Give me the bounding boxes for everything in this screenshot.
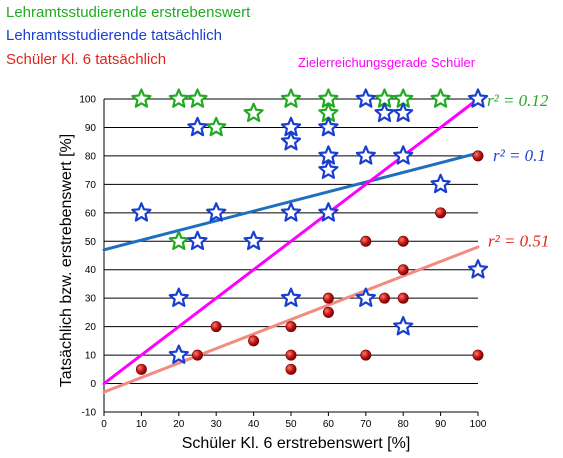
red-dot-point xyxy=(397,292,409,304)
y-tick-label: 20 xyxy=(85,322,97,333)
green-star-point xyxy=(168,230,189,251)
blue-star-point xyxy=(467,88,489,108)
red-dot-point xyxy=(285,363,297,375)
blue-star-point xyxy=(355,145,376,165)
y-tick-label: 60 xyxy=(85,208,97,219)
x-tick-label: 70 xyxy=(360,419,372,430)
x-tick-label: 20 xyxy=(173,419,185,430)
annotation-zielerreichungsgerade: Zielerreichungsgerade Schüler xyxy=(298,55,476,70)
blue-star-point xyxy=(168,344,189,364)
y-tick-label: 70 xyxy=(85,180,97,191)
blue-star-point xyxy=(318,202,339,222)
red-dot-point xyxy=(472,150,484,162)
y-tick-label: 10 xyxy=(85,351,97,362)
blue-star-point xyxy=(243,230,264,251)
blue-star-point xyxy=(131,202,152,222)
red-dot-point xyxy=(285,321,297,333)
blue-trend-line xyxy=(102,151,480,252)
blue-star-point xyxy=(393,316,414,336)
y-tick-label: 30 xyxy=(85,294,97,305)
green-star-point xyxy=(280,88,302,108)
x-tick-label: 30 xyxy=(211,419,223,430)
data-points xyxy=(131,88,489,375)
blue-star-point xyxy=(374,102,395,123)
red-dot-point xyxy=(435,207,447,219)
y-tick-label: 50 xyxy=(85,237,97,248)
red-trend-line xyxy=(102,245,480,394)
green-star-point xyxy=(131,88,152,108)
zielerreichungsgerade-line xyxy=(102,97,480,386)
red-dot-point xyxy=(378,292,390,304)
blue-star-point xyxy=(280,131,302,151)
x-tick-label: 90 xyxy=(435,419,447,430)
x-tick-label: 0 xyxy=(101,419,107,430)
blue-star-point xyxy=(318,116,339,137)
red-dot-point xyxy=(322,306,334,318)
blue-star-point xyxy=(355,88,376,108)
red-dot-point xyxy=(397,235,409,247)
legend-entry-red: Schüler Kl. 6 tatsächlich xyxy=(6,51,167,68)
x-tick-label: 40 xyxy=(248,419,260,430)
blue-star-point xyxy=(318,159,339,179)
x-tick-label: 50 xyxy=(285,419,297,430)
red-dot-point xyxy=(360,235,372,247)
green-star-point xyxy=(168,88,189,108)
blue-star-point xyxy=(280,287,302,307)
blue-star-point xyxy=(467,259,489,279)
red-dot-point xyxy=(192,349,204,361)
y-tick-label: -10 xyxy=(82,408,97,419)
x-tick-label: 80 xyxy=(398,419,410,430)
blue-star-point xyxy=(168,287,189,307)
trend-lines xyxy=(102,97,480,394)
green-star-point xyxy=(187,88,208,108)
legend-entry-blue: Lehramtsstudierende tatsächlich xyxy=(6,27,222,44)
red-dot-point xyxy=(210,321,222,333)
blue-star-point xyxy=(355,287,376,307)
axis-labels: -10 0 10 20 30 40 50 60 70 80 90 100 0 10 20 30 40 50 60 70… xyxy=(58,91,549,452)
green-star-point xyxy=(206,116,227,137)
r2-label: r² = 0.1 xyxy=(493,146,546,165)
blue-star-point xyxy=(187,116,208,137)
blue-star-point xyxy=(393,102,414,123)
r2-label: r² = 0.12 xyxy=(487,91,549,110)
red-dot-point xyxy=(360,349,372,361)
y-tick-label: 40 xyxy=(85,265,97,276)
x-tick-label: 60 xyxy=(323,419,335,430)
blue-star-point xyxy=(393,145,414,165)
x-tick-label: 10 xyxy=(136,419,148,430)
x-tick-label: 100 xyxy=(470,419,487,430)
green-star-point xyxy=(243,102,264,123)
red-dot-point xyxy=(397,264,409,276)
red-dot-point xyxy=(285,349,297,361)
red-dot-point xyxy=(135,363,147,375)
r2-label: r² = 0.51 xyxy=(488,231,549,250)
red-dot-point xyxy=(472,349,484,361)
y-tick-label: 0 xyxy=(90,379,96,390)
y-axis-title: Tatsächlich bzw. erstrebenswert [%] xyxy=(58,134,75,387)
legend-entry-green: Lehramtsstudierende erstrebenswert xyxy=(6,4,251,21)
y-tick-label: 90 xyxy=(85,123,97,134)
red-dot-point xyxy=(322,292,334,304)
green-star-point xyxy=(430,88,451,108)
blue-star-point xyxy=(280,202,302,222)
blue-star-point xyxy=(206,202,227,222)
y-tick-label: 80 xyxy=(85,151,97,162)
blue-star-point xyxy=(187,230,208,251)
x-axis-title: Schüler Kl. 6 erstrebenswert [%] xyxy=(182,435,411,452)
axes xyxy=(103,99,479,416)
blue-star-point xyxy=(430,173,451,194)
y-tick-label: 100 xyxy=(79,95,96,106)
red-dot-point xyxy=(248,335,260,347)
